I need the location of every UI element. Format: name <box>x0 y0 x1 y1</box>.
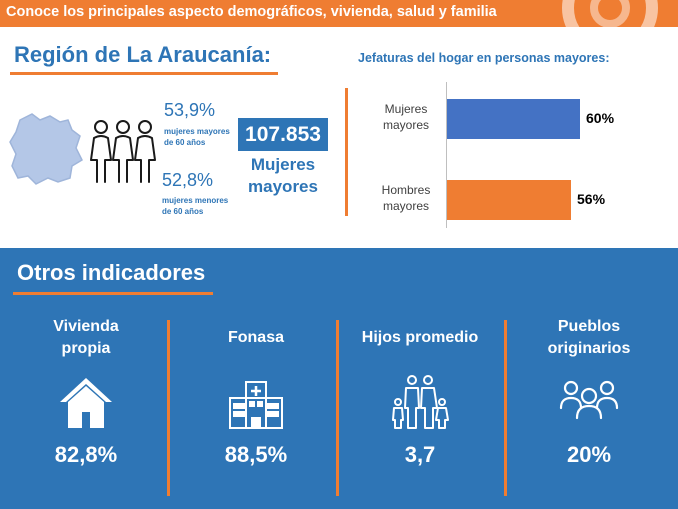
banner-decoration-inner <box>590 0 630 27</box>
indicator-housing-value: 82,8% <box>54 442 118 467</box>
region-title-underline <box>10 72 278 75</box>
indicator-fonasa-label: Fonasa <box>176 314 336 362</box>
region-map-icon <box>9 113 83 185</box>
indicator-indigenous-value: 20% <box>566 442 612 467</box>
stat-older-women-label-line1: mujeres mayores <box>164 127 230 136</box>
total-older-women-label: Mujeres mayores <box>238 154 328 198</box>
stat-older-women-label-line2: de 60 años <box>164 138 206 147</box>
chart-bar-men <box>447 180 571 220</box>
chart-category-men-line1: Hombres <box>381 183 431 197</box>
stat-younger-women-label: mujeres menores de 60 años <box>162 195 228 217</box>
indicator-children-label: Hijos promedio <box>340 314 500 362</box>
total-older-women-number: 107.853 <box>238 118 328 151</box>
people-icon <box>559 380 619 420</box>
chart-bar-value-men: 56% <box>577 191 606 207</box>
chart-category-women-line1: Mujeres <box>384 102 428 116</box>
house-icon <box>60 378 112 428</box>
chart-category-label-men: Hombres mayores <box>366 182 446 214</box>
other-indicators-title: Otros indicadores <box>17 260 206 285</box>
indicator-indigenous-label-line1: Pueblos <box>557 318 621 335</box>
indicator-separator-1 <box>167 320 170 496</box>
indicator-housing-label: Vivienda propia <box>6 314 166 362</box>
women-group-icon <box>90 120 156 183</box>
family-icon <box>392 375 449 429</box>
stat-younger-women-label-line1: mujeres menores <box>162 196 229 205</box>
chart-category-men-line2: mayores <box>382 199 429 213</box>
region-title: Región de La Araucanía: <box>14 42 272 67</box>
indicator-housing-label-line2: propia <box>61 340 111 357</box>
chart-category-label-women: Mujeres mayores <box>366 101 446 133</box>
indicator-fonasa-label-line1: Fonasa <box>227 329 284 346</box>
indicator-indigenous: Pueblos originarios 20% <box>509 314 669 504</box>
total-label-line2: mayores <box>248 177 318 196</box>
banner-decoration <box>562 0 658 27</box>
header-banner: Conoce los principales aspecto demográfi… <box>0 0 678 27</box>
total-label-line1: Mujeres <box>250 155 316 174</box>
other-indicators-section: Otros indicadores Vivienda propia 82,8% F… <box>0 248 678 509</box>
stat-older-women-percent: 53,9% <box>164 100 216 120</box>
indicator-indigenous-label-line2: originarios <box>547 340 631 357</box>
stat-younger-women-label-line2: de 60 años <box>162 207 204 216</box>
chart-category-women-line2: mayores <box>382 118 429 132</box>
stat-older-women-label: mujeres mayores de 60 años <box>164 126 230 148</box>
chart-title: Jefaturas del hogar en personas mayores: <box>358 51 610 65</box>
hospital-icon <box>229 381 283 429</box>
section-divider <box>345 88 348 216</box>
indicator-separator-3 <box>504 320 507 496</box>
indicator-housing-label-line1: Vivienda <box>53 318 119 335</box>
indicator-children: Hijos promedio 3,7 <box>340 314 500 504</box>
chart-bar-value-women: 60% <box>586 110 615 126</box>
indicator-children-label-line1: Hijos promedio <box>361 329 479 346</box>
other-indicators-underline <box>13 292 213 295</box>
indicator-children-value: 3,7 <box>404 442 436 467</box>
indicator-fonasa: Fonasa 88,5% <box>176 314 336 504</box>
chart-bar-women <box>447 99 580 139</box>
banner-title: Conoce los principales aspecto demográfi… <box>6 4 497 20</box>
indicator-housing: Vivienda propia 82,8% <box>6 314 166 504</box>
indicator-separator-2 <box>336 320 339 496</box>
indicator-indigenous-label: Pueblos originarios <box>509 314 669 362</box>
stat-younger-women-percent: 52,8% <box>162 170 214 190</box>
indicator-fonasa-value: 88,5% <box>224 442 288 467</box>
chart-axis-line <box>446 82 447 228</box>
